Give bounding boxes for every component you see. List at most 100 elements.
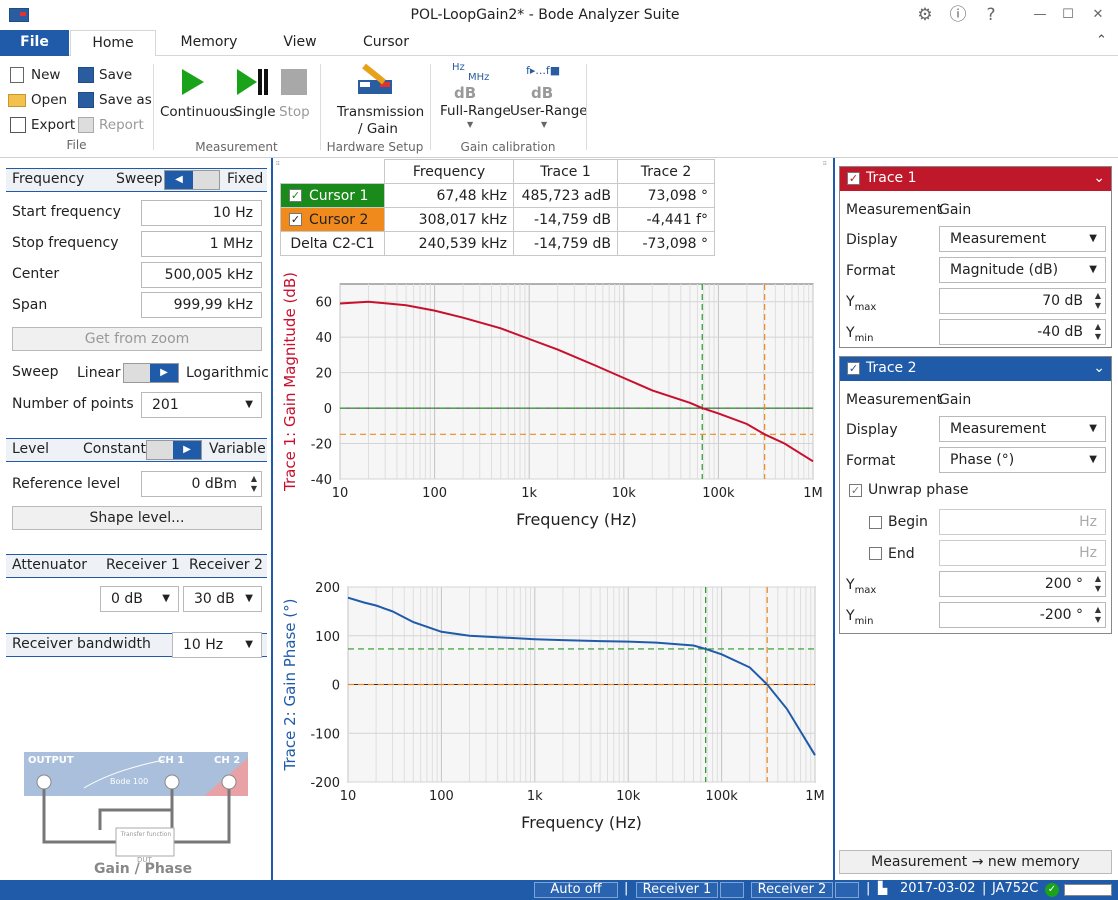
delta-trace2: -73,098 ° xyxy=(617,231,715,256)
trace1-display-dropdown[interactable]: Measurement xyxy=(939,226,1106,252)
open-button[interactable]: Open xyxy=(31,92,68,108)
stop-frequency-input[interactable]: 1 MHz xyxy=(141,231,262,257)
span-input[interactable]: 999,99 kHz xyxy=(141,292,262,318)
cursor1-checkbox[interactable]: ✓ xyxy=(289,189,302,202)
tab-memory[interactable]: Memory xyxy=(180,34,238,50)
tab-cursor[interactable]: Cursor xyxy=(362,34,410,50)
start-frequency-input[interactable]: 10 Hz xyxy=(141,200,262,226)
trace1-format-dropdown[interactable]: Magnitude (dB) xyxy=(939,257,1106,283)
trace2-box: ✓ Trace 2 ⌄ Measurement Gain Display Mea… xyxy=(839,356,1112,634)
spinner-icon[interactable]: ▲ ▼ xyxy=(1094,605,1101,624)
report-icon xyxy=(78,117,94,133)
x-tick-label: 100k xyxy=(702,486,735,501)
new-button[interactable]: New xyxy=(31,67,61,83)
gear-icon[interactable]: ⚙ xyxy=(917,5,933,25)
maximize-button[interactable]: ☐ xyxy=(1062,7,1074,22)
trace1-ymin-input[interactable]: -40 dB ▲ ▼ xyxy=(939,319,1106,345)
cursor1-label: Cursor 1 xyxy=(309,187,369,204)
phase-chart[interactable]: 10 100 1k 10k 100k 1M 200 100 0 -100 -200 Frequency… xyxy=(275,572,830,848)
get-from-zoom-button[interactable]: Get from zoom xyxy=(12,327,262,351)
continuous-button[interactable]: Continuous xyxy=(160,104,237,120)
trace1-ymax-label: Ymax xyxy=(846,294,876,313)
full-range-button[interactable]: Full-Range xyxy=(440,103,511,119)
chevron-down-icon[interactable]: ⌄ xyxy=(1093,170,1105,186)
table-row[interactable]: ✓ Cursor 1 67,48 kHz 485,723 adB 73,098 ° xyxy=(280,183,715,208)
level-toggle[interactable]: ▶ xyxy=(146,440,202,460)
trace2-display-dropdown[interactable]: Measurement xyxy=(939,416,1106,442)
save-as-button[interactable]: Save as xyxy=(99,92,152,108)
trace1-header[interactable]: ✓ Trace 1 ⌄ xyxy=(840,167,1111,191)
shape-level-button[interactable]: Shape level... xyxy=(12,506,262,530)
stop-button[interactable]: Stop xyxy=(279,104,310,120)
sweep-fixed-toggle[interactable]: ◀ xyxy=(164,170,220,190)
reference-level-input[interactable]: 0 dBm ▲ ▼ xyxy=(141,471,262,497)
center-input[interactable]: 500,005 kHz xyxy=(141,262,262,288)
ymin-y: Y xyxy=(846,325,855,341)
trace2-checkbox[interactable]: ✓ xyxy=(847,362,860,375)
transmission-button[interactable]: Transmission xyxy=(337,104,425,120)
trace2-ymax-input[interactable]: 200 ° ▲ ▼ xyxy=(939,571,1106,597)
tab-view[interactable]: View xyxy=(283,34,317,50)
receiver2-label: Receiver 2 xyxy=(189,557,263,573)
close-button[interactable]: ✕ xyxy=(1092,7,1104,22)
y-tick-label: 60 xyxy=(315,296,332,311)
trace1-ymax-input[interactable]: 70 dB ▲ ▼ xyxy=(939,288,1106,314)
cursor-table: Frequency Trace 1 Trace 2 ✓ Cursor 1 67,4… xyxy=(280,159,715,256)
begin-input[interactable]: Hz xyxy=(939,509,1106,535)
receiver1-attenuator-dropdown[interactable]: 0 dB xyxy=(100,586,179,612)
collapse-ribbon-icon[interactable]: ⌃ xyxy=(1096,33,1107,48)
trace2-header[interactable]: ✓ Trace 2 ⌄ xyxy=(840,357,1111,381)
chevron-down-icon[interactable]: ⌄ xyxy=(1093,360,1105,376)
attenuator-title: Attenuator xyxy=(12,557,88,573)
x-tick-label: 10k xyxy=(616,789,641,804)
frequency-header: Frequency Sweep ◀ Fixed xyxy=(6,168,267,192)
unwrap-phase-checkbox[interactable]: ✓ xyxy=(849,484,862,497)
table-row: Delta C2-C1 240,539 kHz -14,759 dB -73,0… xyxy=(280,231,715,256)
export-button[interactable]: Export xyxy=(31,117,76,133)
sweep-scale-toggle[interactable]: ▶ xyxy=(123,363,179,383)
spinner-icon[interactable]: ▲ ▼ xyxy=(1094,574,1101,593)
chart-drag-handle[interactable]: ⁝⁝ xyxy=(276,160,280,167)
cursor1-frequency: 67,48 kHz xyxy=(384,183,514,208)
magnitude-chart[interactable]: 10 100 1k 10k 100k 1M 60 40 20 0 -20 -40 Frequency (… xyxy=(275,264,830,540)
trace1-checkbox[interactable]: ✓ xyxy=(847,172,860,185)
minimize-button[interactable]: — xyxy=(1033,7,1047,22)
tab-file[interactable]: File xyxy=(0,30,69,56)
ymax-sub: max xyxy=(854,584,877,596)
cursor1-cell[interactable]: ✓ Cursor 1 xyxy=(280,183,385,208)
table-row[interactable]: ✓ Cursor 2 308,017 kHz -14,759 dB -4,441 … xyxy=(280,207,715,232)
cursor2-cell[interactable]: ✓ Cursor 2 xyxy=(280,207,385,232)
spinner-icon[interactable]: ▲ ▼ xyxy=(250,474,257,493)
cursor2-checkbox[interactable]: ✓ xyxy=(289,213,302,226)
chart-drag-handle-right[interactable]: ⁝⁝ xyxy=(823,160,827,167)
sweep-label: Sweep xyxy=(12,364,59,380)
end-checkbox[interactable] xyxy=(869,547,882,560)
bandwidth-dropdown[interactable]: 10 Hz xyxy=(172,632,262,658)
user-range-button[interactable]: User-Range xyxy=(510,103,588,119)
spinner-icon[interactable]: ▲ ▼ xyxy=(1094,291,1101,310)
full-range-dropdown-icon[interactable]: ▼ xyxy=(467,120,474,129)
points-dropdown[interactable]: 201 xyxy=(141,392,262,418)
user-range-dropdown-icon[interactable]: ▼ xyxy=(541,120,548,129)
trace2-format-dropdown[interactable]: Phase (°) xyxy=(939,447,1106,473)
trace2-ymax-value: 200 ° xyxy=(1044,576,1083,592)
auto-off-status[interactable]: Auto off xyxy=(534,882,618,898)
trace2-ymin-input[interactable]: -200 ° ▲ ▼ xyxy=(939,602,1106,628)
signal-strength-icon xyxy=(1064,884,1112,896)
info-icon[interactable]: ⓘ xyxy=(949,5,967,25)
tab-home[interactable]: Home xyxy=(70,30,156,57)
begin-checkbox[interactable] xyxy=(869,516,882,529)
save-button[interactable]: Save xyxy=(99,67,133,83)
transmission-button-line2[interactable]: / Gain xyxy=(358,121,398,137)
help-icon[interactable]: ? xyxy=(986,5,996,25)
stop-icon xyxy=(281,69,307,95)
trace2-measurement-label: Measurement xyxy=(846,392,943,408)
report-button[interactable]: Report xyxy=(99,117,144,133)
single-button[interactable]: Single xyxy=(234,104,276,120)
receiver2-attenuator-dropdown[interactable]: 30 dB xyxy=(183,586,262,612)
receiver1-status: Receiver 1 xyxy=(636,882,718,898)
spinner-icon[interactable]: ▲ ▼ xyxy=(1094,322,1101,341)
end-input[interactable]: Hz xyxy=(939,540,1106,566)
new-memory-button[interactable]: Measurement → new memory xyxy=(839,850,1112,874)
single-sweep-icon xyxy=(237,69,268,95)
